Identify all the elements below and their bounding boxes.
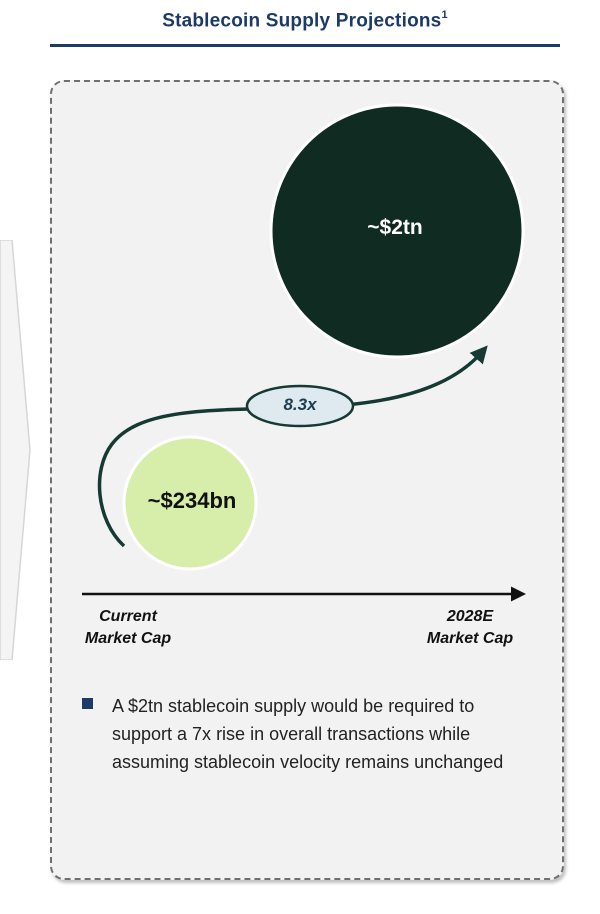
title-text: Stablecoin Supply Projections bbox=[162, 10, 442, 32]
title-underline bbox=[50, 44, 560, 47]
bullet-text: A $2tn stablecoin supply would be requir… bbox=[112, 696, 504, 772]
multiplier-value: 8.3x bbox=[283, 395, 317, 414]
bullet-square-icon bbox=[82, 698, 93, 709]
page-title: Stablecoin Supply Projections1 bbox=[50, 9, 560, 32]
projected-supply-circle bbox=[269, 103, 525, 359]
projected-axis-label-line1: 2028E bbox=[446, 608, 494, 625]
left-chevron-divider bbox=[0, 240, 31, 660]
current-supply-value: ~$234bn bbox=[147, 488, 237, 513]
growth-arrow-curve bbox=[97, 345, 488, 548]
current-axis-label-line1: Current bbox=[99, 608, 157, 625]
multiplier-badge bbox=[245, 384, 355, 428]
title-footnote-marker: 1 bbox=[441, 9, 448, 21]
projected-axis-label: 2028E Market Cap bbox=[408, 606, 532, 650]
current-axis-label-line2: Market Cap bbox=[84, 630, 172, 647]
projected-axis-label-line2: Market Cap bbox=[426, 630, 514, 647]
projected-supply-value: ~$2tn bbox=[367, 216, 423, 239]
current-axis-label: Current Market Cap bbox=[66, 606, 190, 650]
current-supply-circle bbox=[122, 435, 258, 571]
